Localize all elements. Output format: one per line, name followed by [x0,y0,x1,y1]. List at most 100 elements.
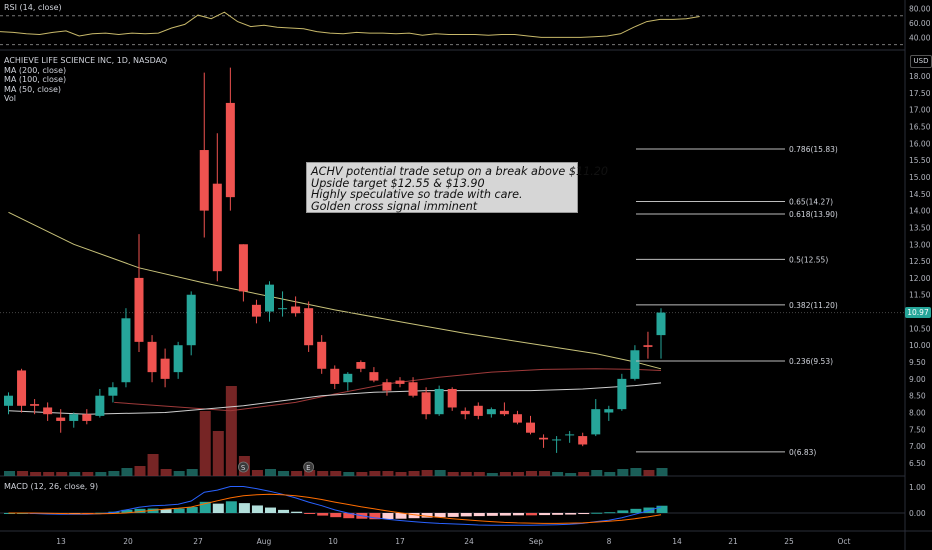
fib-level-label: 0.5(12.55) [789,255,828,264]
macd-histogram-bar [199,501,211,513]
volume-bar [173,471,185,476]
candle-body [460,410,470,415]
volume-bar [343,472,355,476]
macd-histogram-bar [134,508,146,513]
candle-body [447,388,457,408]
x-tick-label: 25 [784,537,794,546]
volume-bar [643,470,655,476]
candle-body [147,341,157,373]
volume-bar [147,454,159,476]
trade-setup-note[interactable]: ACHV potential trade setup on a break ab… [306,162,608,213]
volume-bar [95,472,107,476]
candle-body [526,422,535,433]
macd-histogram-bar [343,513,355,519]
price-tick-label: 13.00 [909,240,931,249]
price-legend: ACHIEVE LIFE SCIENCE INC, 1D, NASDAQ MA … [4,56,167,104]
macd-histogram-bar [434,513,446,518]
macd-histogram-bar [265,507,276,513]
price-tick-label: 16.00 [909,139,931,148]
volume-bar [212,431,224,476]
candle-body [369,372,379,381]
event-marker [303,461,315,473]
rsi-tick-label: 60.00 [909,19,931,28]
last-price-badge: 10.97 [905,307,931,319]
macd-histogram-bar [604,512,616,514]
volume-bar [499,472,511,476]
volume-bar [656,468,668,476]
volume-bar [460,472,472,476]
candle-body [486,409,496,415]
macd-histogram-bar [512,513,524,516]
candle-body [356,362,366,369]
volume-bar [447,472,459,476]
volume-bar [526,471,537,476]
macd-histogram-bar [225,501,237,513]
fib-level-label: 0.618(13.90) [789,210,838,219]
candle-body [499,410,509,415]
candle-body [160,358,170,379]
candle-body [121,318,131,383]
volume-bar [304,470,316,476]
x-tick-label: 13 [56,537,66,546]
volume-bar [4,471,15,476]
macd-histogram-bar [186,507,198,513]
x-tick-label: 24 [464,537,474,546]
volume-bar [356,472,368,476]
volume-bar [617,469,629,476]
x-tick-label: 10 [328,537,338,546]
fib-level-label: 0.236(9.53) [789,357,833,366]
macd-histogram-bar [656,505,668,513]
candle-body [17,370,27,406]
rsi-tick-label: 40.00 [909,33,931,42]
x-tick-label: 17 [395,537,405,546]
candle-body [330,368,340,384]
candle-body [382,382,392,391]
currency-label[interactable]: USD [910,55,932,68]
candle-body [108,387,118,396]
fib-level-label: 0.786(15.83) [789,145,838,154]
macd-histogram-bar [526,513,537,516]
fib-level-label: 0.65(14.27) [789,198,833,207]
volume-bar [186,469,198,476]
rsi-tick-label: 80.00 [909,5,931,14]
candle-body [199,150,209,211]
candle-body [395,380,405,384]
macd-histogram-bar [173,508,185,513]
ma200-line [8,382,662,415]
volume-bar [552,472,564,476]
candle-body [265,284,274,312]
volume-bar [512,472,524,476]
price-tick-label: 7.50 [909,425,926,434]
candle-body [552,439,562,441]
price-tick-label: 6.50 [909,459,926,468]
macd-histogram-bar [552,513,564,515]
price-tick-label: 10.50 [909,324,931,333]
macd-histogram-bar [539,513,551,516]
macd-tick-label: 0.00 [909,509,926,518]
x-tick-label: Oct [838,537,851,546]
volume-bar [134,466,146,476]
volume-bar [121,468,133,476]
candle-body [238,244,248,292]
macd-histogram-bar [278,509,290,513]
candle-body [317,341,327,369]
price-tick-label: 16.50 [909,122,931,131]
volume-bar [578,472,590,476]
macd-histogram-bar [212,503,224,513]
note-line: Upside target $12.55 & $13.90 [311,176,485,190]
event-marker [237,461,249,473]
candle-body [656,312,666,336]
ma100-line [8,211,662,370]
macd-histogram-bar [565,513,577,515]
volume-bar [225,386,237,476]
macd-histogram-bar [447,513,459,517]
macd-histogram-bar [251,505,263,513]
price-tick-label: 13.50 [909,223,931,232]
volume-bar [565,473,577,476]
candle-body [134,277,144,342]
volume-bar [30,472,42,476]
price-tick-label: 10.00 [909,341,931,350]
volume-bar [317,471,329,476]
volume-bar [291,471,303,476]
